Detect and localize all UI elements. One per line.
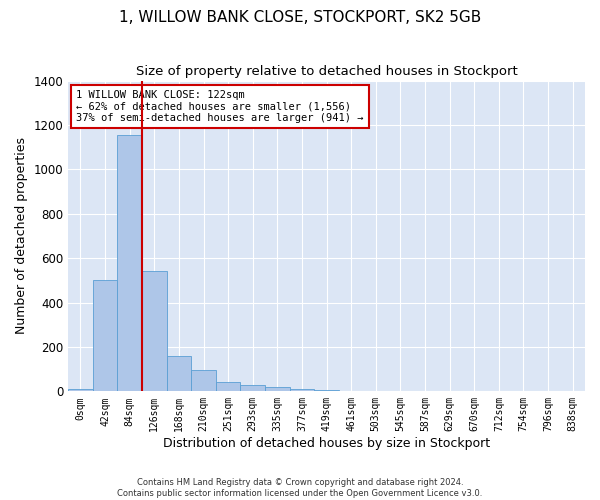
Bar — [241, 384, 265, 392]
X-axis label: Distribution of detached houses by size in Stockport: Distribution of detached houses by size … — [163, 437, 490, 450]
Bar — [265, 387, 290, 392]
Bar — [290, 389, 314, 392]
Y-axis label: Number of detached properties: Number of detached properties — [15, 138, 28, 334]
Bar — [142, 272, 167, 392]
Bar — [118, 135, 142, 392]
Text: 1, WILLOW BANK CLOSE, STOCKPORT, SK2 5GB: 1, WILLOW BANK CLOSE, STOCKPORT, SK2 5GB — [119, 10, 481, 25]
Bar — [93, 280, 118, 392]
Bar — [68, 389, 93, 392]
Text: Contains HM Land Registry data © Crown copyright and database right 2024.
Contai: Contains HM Land Registry data © Crown c… — [118, 478, 482, 498]
Bar — [314, 390, 339, 392]
Bar — [216, 382, 241, 392]
Title: Size of property relative to detached houses in Stockport: Size of property relative to detached ho… — [136, 65, 517, 78]
Bar — [167, 356, 191, 392]
Text: 1 WILLOW BANK CLOSE: 122sqm
← 62% of detached houses are smaller (1,556)
37% of : 1 WILLOW BANK CLOSE: 122sqm ← 62% of det… — [76, 90, 364, 123]
Bar — [191, 370, 216, 392]
